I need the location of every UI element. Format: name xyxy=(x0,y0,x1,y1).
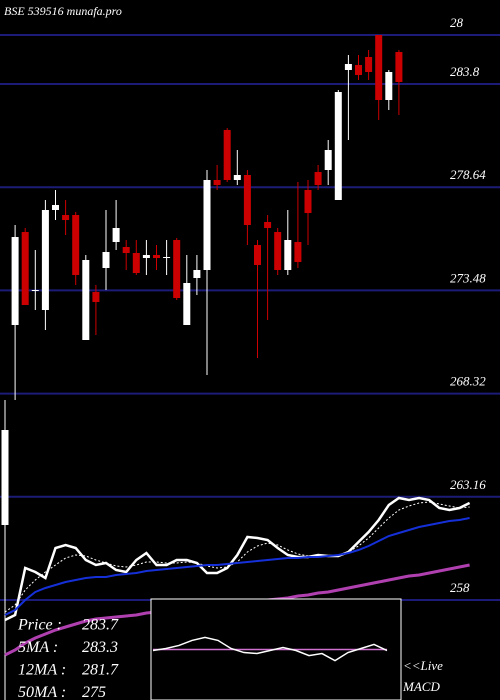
candle-body xyxy=(233,175,241,180)
candle-body xyxy=(264,222,272,228)
candle-body xyxy=(294,242,302,262)
candle-body xyxy=(52,205,59,210)
candle-body xyxy=(92,292,100,302)
macd-label: <<Live xyxy=(403,658,443,673)
candle-body xyxy=(334,92,342,200)
candle-body xyxy=(223,130,231,180)
candle-body xyxy=(31,290,39,291)
indicator-line xyxy=(4,517,470,616)
candle-body xyxy=(395,52,403,82)
candle-body xyxy=(173,240,181,298)
chart-title: BSE 539516 munafa.pro xyxy=(4,4,122,18)
candle-body xyxy=(254,245,261,265)
y-tick-label: 258 xyxy=(450,580,470,595)
legend-value: 283.3 xyxy=(82,639,118,656)
y-tick-label: 273.48 xyxy=(450,270,486,285)
indicator-line xyxy=(4,501,470,613)
legend-label: 50MA : xyxy=(18,684,66,700)
candle-body xyxy=(163,257,171,258)
indicator-line xyxy=(4,496,471,622)
candle-body xyxy=(112,228,120,242)
candle-body xyxy=(284,240,292,270)
y-tick-label: 28 xyxy=(450,15,464,30)
candle-body xyxy=(304,190,312,213)
candle-body xyxy=(183,283,191,325)
legend-label: Price : xyxy=(17,617,62,634)
candle-body xyxy=(82,260,90,340)
candle-body xyxy=(203,180,211,270)
y-tick-label: 283.8 xyxy=(450,64,480,79)
candle-body xyxy=(62,215,70,220)
legend-value: 281.7 xyxy=(82,662,119,679)
candle-body xyxy=(21,232,29,305)
candle-body xyxy=(344,64,352,70)
candle-body xyxy=(132,253,140,273)
candle-body xyxy=(365,57,373,72)
candle-body xyxy=(274,232,282,270)
candle-body xyxy=(1,430,9,525)
candle-body xyxy=(324,150,332,170)
candle-body xyxy=(122,247,130,253)
legend-value: 275 xyxy=(82,684,106,700)
candle-body xyxy=(213,180,221,185)
legend-label: 5MA : xyxy=(18,639,58,656)
candle-body xyxy=(142,255,150,258)
candle-body xyxy=(375,35,383,100)
candle-body xyxy=(41,210,49,310)
candle-body xyxy=(72,215,80,275)
candle-body xyxy=(355,65,362,75)
legend-value: 283.7 xyxy=(82,617,119,634)
candle-body xyxy=(153,255,160,258)
candle-body xyxy=(385,72,393,100)
legend-label: 12MA : xyxy=(18,662,66,679)
candle-body xyxy=(11,237,19,325)
y-tick-label: 263.16 xyxy=(450,477,486,492)
macd-line xyxy=(152,636,388,662)
candle-body xyxy=(243,175,251,225)
candle-body xyxy=(314,172,322,185)
macd-label: MACD xyxy=(402,679,440,694)
y-tick-label: 268.32 xyxy=(450,374,486,389)
candle-body xyxy=(102,252,110,268)
candle-body xyxy=(193,270,201,278)
y-tick-label: 278.64 xyxy=(450,167,486,182)
